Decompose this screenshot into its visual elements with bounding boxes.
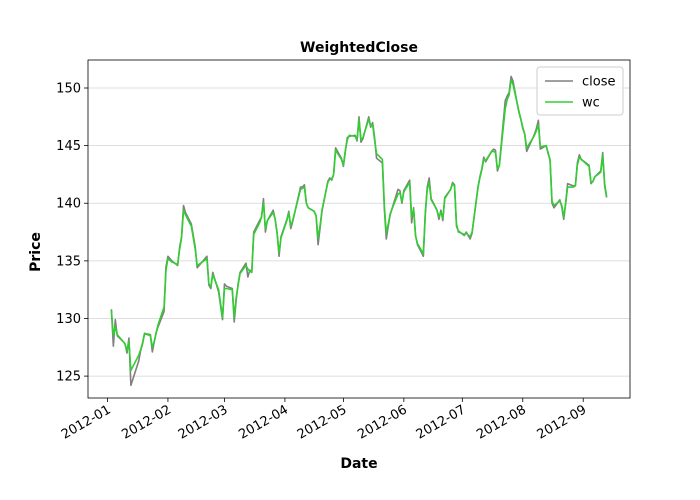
y-tick-label: 125 bbox=[56, 370, 81, 385]
legend-label: close bbox=[582, 75, 615, 90]
plot-frame bbox=[87, 59, 631, 399]
y-tick-label: 130 bbox=[56, 312, 81, 327]
chart-title: WeightedClose bbox=[300, 40, 418, 56]
series-line bbox=[110, 79, 608, 372]
y-axis-label: Price bbox=[28, 232, 44, 272]
legend-box bbox=[536, 66, 624, 116]
y-tick-label: 145 bbox=[56, 139, 81, 154]
x-axis-label: Date bbox=[340, 456, 377, 472]
y-tick-label: 135 bbox=[56, 254, 81, 269]
legend-label: wc bbox=[582, 96, 600, 111]
y-tick-label: 140 bbox=[56, 197, 81, 212]
y-tick-label: 150 bbox=[56, 82, 81, 97]
